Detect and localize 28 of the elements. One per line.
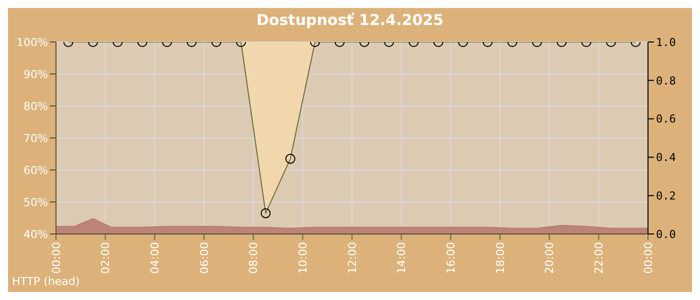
chart-title: Dostupnosť 12.4.2025	[255, 11, 445, 29]
y2-tick-label: 0.4	[656, 151, 676, 164]
y-tick-label: 100%	[16, 36, 48, 49]
y2-tick-label: 0.8	[656, 74, 676, 88]
x-tick-label: 18:00	[494, 242, 507, 274]
y-tick-label: 90%	[24, 68, 48, 81]
y-tick-label: 70%	[24, 132, 48, 145]
y-tick-label: 50%	[24, 196, 48, 209]
x-tick-label: 12:00	[346, 242, 359, 274]
x-tick-label: 16:00	[444, 242, 458, 274]
x-tick-label: 14:00	[395, 242, 408, 274]
x-tick-label: 08:00	[247, 242, 260, 274]
x-tick-label: 20:00	[543, 242, 556, 274]
y-tick-label: 80%	[24, 100, 48, 113]
x-tick-label: 04:00	[148, 242, 162, 274]
x-tick-label: 02:00	[99, 242, 112, 274]
y2-tick-label: 0.2	[656, 190, 676, 203]
y2-tick-label: 1.0	[656, 36, 676, 49]
text: HTTP (head)	[12, 275, 80, 288]
x-tick-label: 00:00	[50, 242, 63, 274]
y2-tick-label: 0.0	[656, 228, 676, 241]
y-tick-label: 40%	[24, 228, 48, 241]
x-tick-label: 10:00	[296, 242, 310, 274]
x-tick-label: 22:00	[592, 242, 606, 274]
x-tick-label: 00:00	[642, 242, 655, 274]
y2-tick-label: 0.6	[656, 112, 676, 126]
y-tick-label: 60%	[24, 164, 48, 177]
x-tick-label: 06:00	[198, 242, 211, 274]
